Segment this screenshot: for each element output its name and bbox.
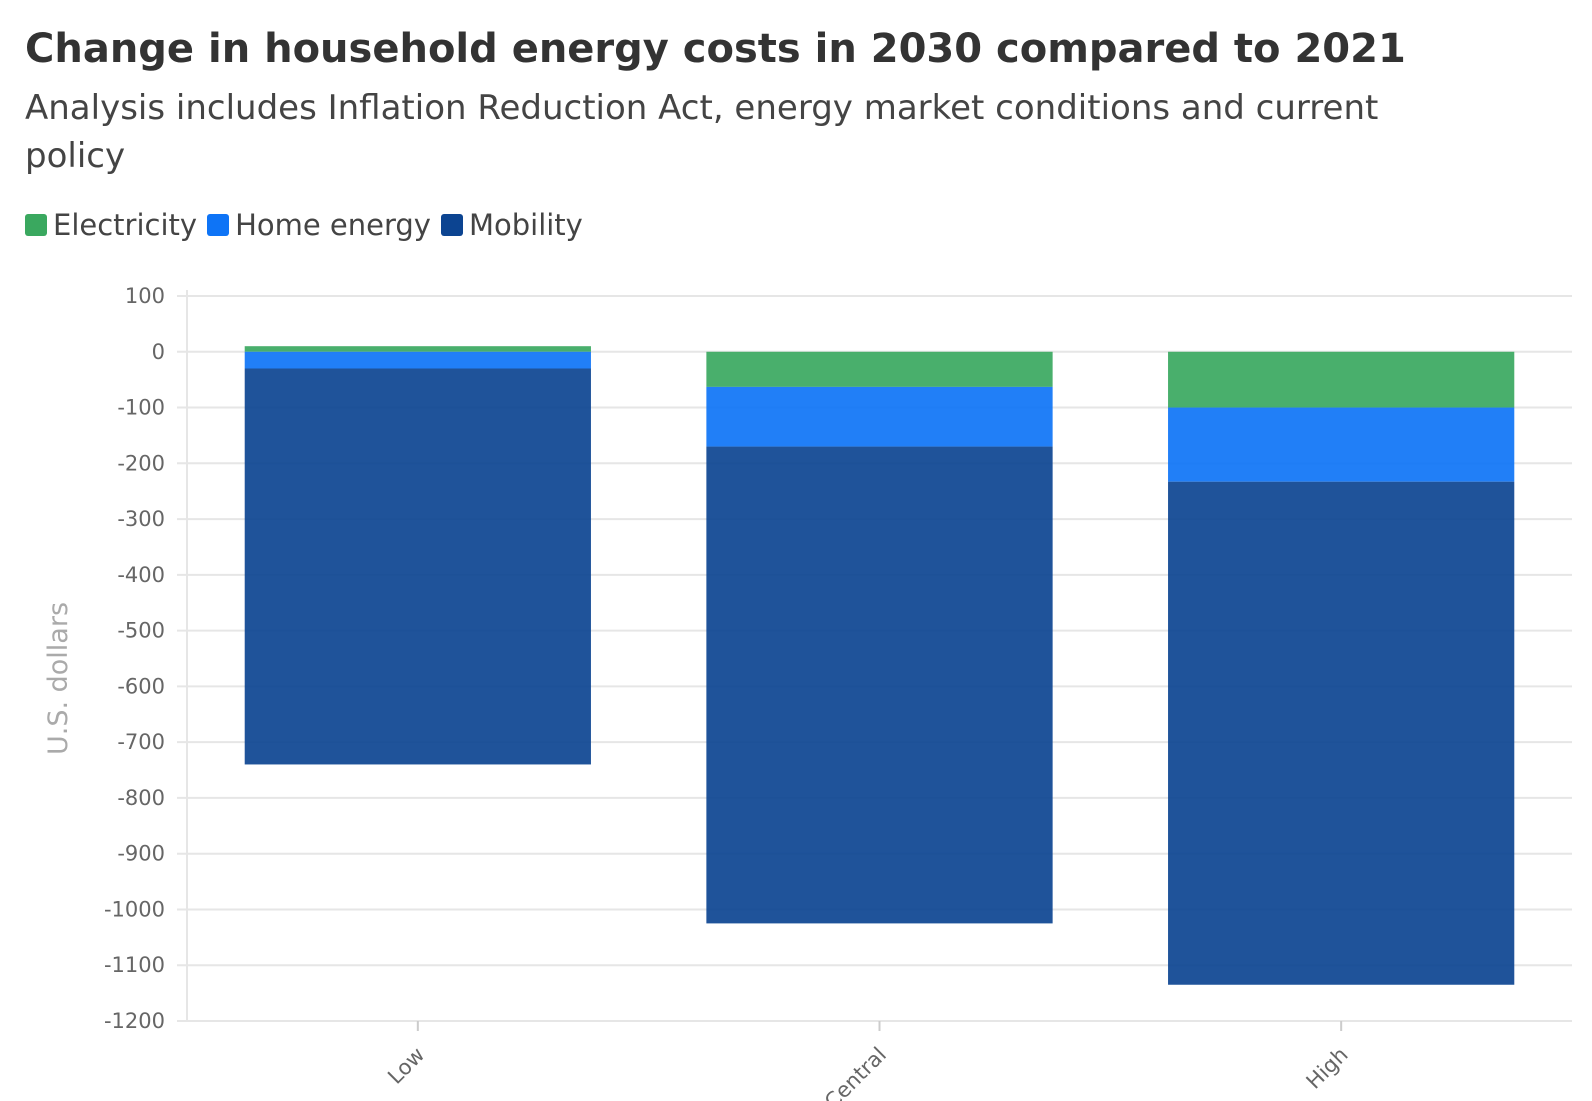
bar-segment (706, 386, 1053, 447)
legend-item: Mobility (440, 208, 583, 242)
x-tick-label: Central (820, 1043, 891, 1101)
legend-label: Mobility (468, 208, 583, 242)
legend-item: Home energy (207, 208, 431, 242)
y-tick-label: -800 (117, 786, 165, 810)
bar-segment (706, 351, 1053, 387)
bar-segment (244, 351, 591, 369)
x-tick-label: Low (383, 1043, 429, 1089)
y-axis-title: U.S. dollars (43, 602, 74, 755)
y-tick-label: -1100 (104, 953, 165, 977)
legend-swatch (440, 214, 463, 236)
y-tick-label: 100 (125, 284, 165, 308)
y-tick-label: -700 (117, 730, 165, 754)
bar-segment (706, 446, 1053, 924)
y-tick-label: -100 (117, 396, 165, 420)
legend-item: Electricity (25, 208, 197, 242)
y-tick-label: -1200 (104, 1009, 165, 1033)
y-tick-label: -500 (117, 619, 165, 643)
y-tick-label: -200 (117, 451, 165, 475)
y-tick-label: 0 (152, 340, 165, 364)
legend-label: Electricity (53, 208, 198, 242)
y-tick-label: -900 (117, 842, 165, 866)
bar-segment (244, 368, 591, 765)
y-tick-label: -1000 (104, 897, 165, 921)
y-tick-label: -400 (117, 563, 165, 587)
bar-segment (1168, 481, 1515, 985)
bar-segment (244, 346, 591, 352)
bar-segment (1168, 351, 1515, 408)
x-tick-label: High (1302, 1043, 1353, 1094)
legend-swatch (207, 214, 230, 236)
y-tick-label: -600 (117, 674, 165, 698)
legend-swatch (25, 214, 47, 236)
chart-title: Change in household energy costs in 2030… (25, 26, 1406, 72)
legend: Electricity Home energy Mobility (25, 208, 583, 242)
legend-label: Home energy (235, 208, 431, 242)
bar-segment (1168, 407, 1515, 482)
y-tick-label: -300 (117, 507, 165, 531)
chart-subtitle: Analysis includes Inflation Reduction Ac… (25, 88, 1379, 176)
